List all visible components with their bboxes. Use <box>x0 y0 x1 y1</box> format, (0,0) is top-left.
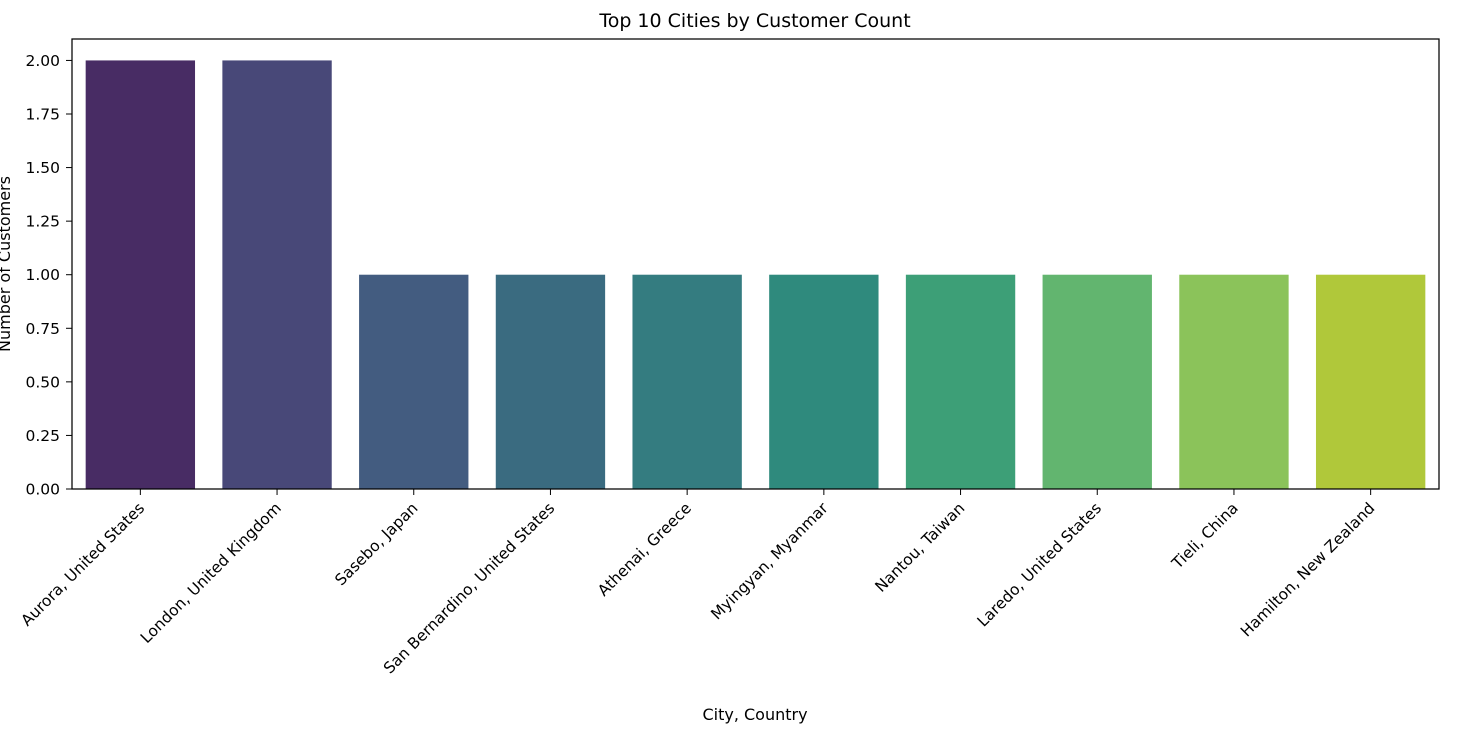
x-tick-label: Athenai, Greece <box>594 499 695 600</box>
y-tick-label: 0.25 <box>25 427 60 445</box>
x-tick-label: Tieli, China <box>1168 499 1242 573</box>
x-axis-label: City, Country <box>702 705 807 724</box>
y-tick-label: 1.00 <box>25 266 60 284</box>
bar-10 <box>1315 274 1426 489</box>
y-tick-label: 0.75 <box>25 320 60 338</box>
bars-group <box>85 60 1426 490</box>
y-tick-label: 1.75 <box>25 106 60 124</box>
x-tick-label: Hamilton, New Zealand <box>1237 499 1378 640</box>
plot-frame <box>71 38 1440 490</box>
bar-1 <box>85 60 196 490</box>
bar-3 <box>359 274 469 489</box>
bar-2 <box>222 60 332 490</box>
bar-4 <box>495 274 606 489</box>
bar-8 <box>1042 274 1152 489</box>
x-tick-label: Aurora, United States <box>18 499 149 630</box>
x-tick-label: London, United Kingdom <box>137 499 285 647</box>
chart-title: Top 10 Cities by Customer Count <box>598 10 910 32</box>
bar-9 <box>1179 274 1289 489</box>
x-tick-label: Laredo, United States <box>974 499 1105 630</box>
x-tick-label: Nantou, Taiwan <box>872 499 969 596</box>
y-tick-label: 0.00 <box>25 481 60 499</box>
y-axis-label: Number of Customers <box>0 176 14 352</box>
y-tick-label: 1.50 <box>25 159 60 177</box>
bar-5 <box>632 274 742 489</box>
x-tick-label: Sasebo, Japan <box>332 499 422 589</box>
y-tick-label: 1.25 <box>25 213 60 231</box>
bar-6 <box>769 274 879 489</box>
x-tick-label: Myingyan, Myanmar <box>707 499 832 624</box>
bar-7 <box>905 274 1016 489</box>
y-axis: 0.00 0.25 0.50 0.75 1.00 1.25 1.50 1.75 2.00 <box>25 52 72 499</box>
y-tick-label: 2.00 <box>25 52 60 70</box>
y-tick-label: 0.50 <box>25 373 60 391</box>
